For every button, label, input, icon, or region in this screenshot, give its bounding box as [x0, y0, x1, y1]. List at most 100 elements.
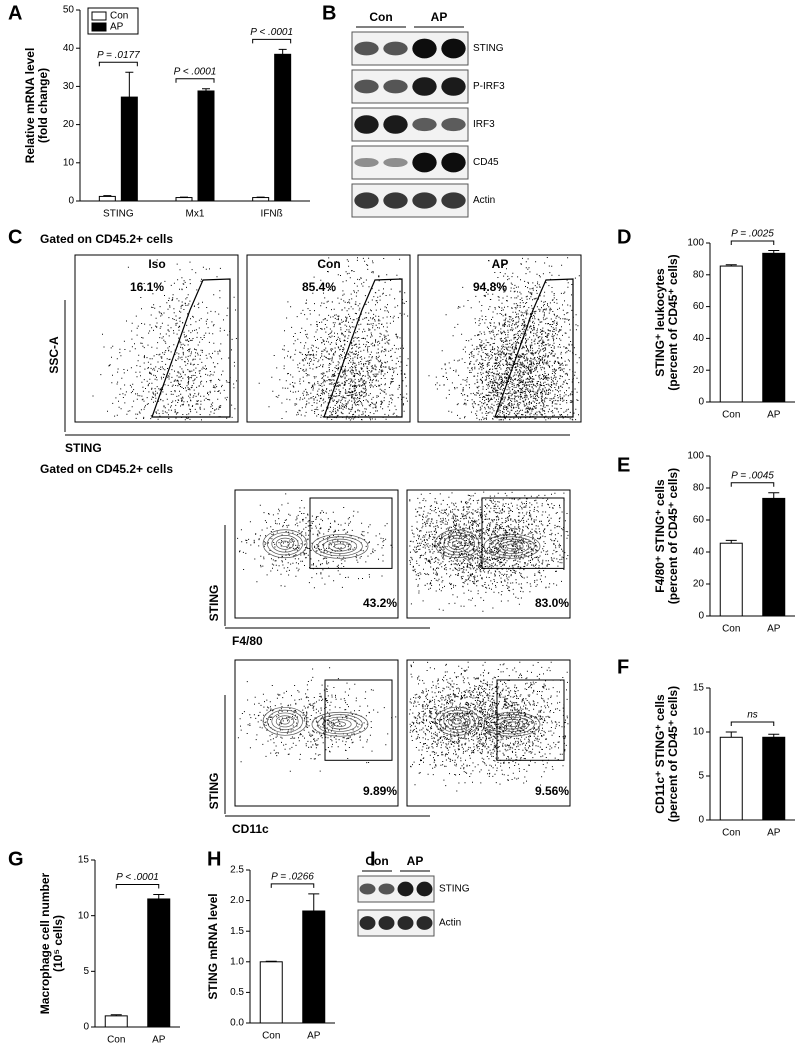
error-bar: [265, 960, 277, 962]
bar: [302, 910, 326, 1024]
error-bar: [103, 195, 112, 197]
error-bar: [110, 1014, 122, 1016]
y-tick-label: 10: [63, 157, 75, 168]
y-axis-label: Relative mRNA level: [23, 48, 37, 164]
blot-label: STING: [439, 884, 470, 895]
y-tick-label: 1.0: [230, 956, 244, 967]
legend-swatch: [91, 11, 107, 21]
blot-band: [441, 192, 466, 209]
sample-label: Con: [317, 257, 340, 271]
y-tick-label: 5: [698, 771, 704, 782]
y-tick-label: 0: [83, 1022, 89, 1033]
y-axis-label: (fold change): [36, 68, 50, 143]
bar: [98, 195, 116, 202]
contour: [262, 706, 308, 736]
blot-label: STING: [473, 43, 504, 54]
bar: [147, 898, 171, 1028]
bar: [719, 736, 743, 821]
y-axis-label: F4/80⁺ STING⁺ cells: [653, 479, 667, 593]
x-tick-label: Con: [107, 1035, 125, 1044]
blot-band: [383, 115, 408, 134]
blot-band: [441, 77, 466, 96]
blot-band: [383, 41, 408, 56]
axis-label: SSC-A: [47, 336, 61, 374]
blot-band: [354, 192, 379, 209]
p-value: P < .0001: [250, 27, 293, 38]
x-tick-label: Con: [722, 410, 740, 421]
error-bar: [308, 893, 320, 912]
y-tick-label: 0: [68, 196, 74, 207]
y-axis-label: (percent of CD45⁺ cells): [666, 254, 680, 390]
p-value: P < .0001: [174, 66, 217, 77]
blot-band: [359, 883, 376, 895]
contour: [311, 533, 369, 559]
contour: [322, 716, 358, 732]
bar: [719, 542, 743, 617]
event-dots: [409, 491, 569, 612]
event-dots: [237, 667, 397, 772]
event-dots: [92, 280, 237, 421]
error-bar: [768, 492, 780, 499]
panel-letter: D: [617, 226, 631, 248]
sample-label: Iso: [148, 257, 165, 271]
significance-bracket: [730, 482, 775, 487]
y-tick-label: 40: [693, 547, 705, 558]
gate: [496, 679, 565, 761]
axis-label: STING: [65, 441, 102, 455]
gate-title: Gated on CD45.2+ cells: [40, 462, 173, 476]
p-value: P = .0177: [97, 50, 140, 61]
error-bar: [278, 48, 287, 55]
y-tick-label: 20: [63, 119, 75, 130]
error-bar: [768, 733, 780, 738]
y-tick-label: 100: [687, 238, 704, 249]
error-bar: [725, 539, 737, 544]
significance-bracket: [730, 721, 775, 726]
blot-band: [397, 916, 414, 930]
contour: [262, 529, 308, 559]
blot-band: [441, 152, 466, 173]
y-tick-label: 50: [63, 5, 75, 16]
axis-label: F4/80: [232, 634, 263, 648]
significance-bracket: [270, 883, 315, 888]
x-tick-label: Con: [722, 828, 740, 839]
contour: [275, 537, 295, 550]
blot-group: Con: [369, 10, 392, 24]
contour: [267, 709, 303, 733]
error-bar: [725, 731, 737, 738]
significance-bracket: [115, 884, 160, 889]
blot-band: [412, 77, 437, 96]
panel-letter: G: [8, 848, 24, 870]
x-tick-label: STING: [103, 209, 134, 220]
legend-label: AP: [110, 22, 124, 33]
y-tick-label: 5: [83, 966, 89, 977]
y-tick-label: 0: [698, 815, 704, 826]
error-bar: [768, 249, 780, 254]
gate: [324, 679, 393, 761]
error-bar: [725, 264, 737, 267]
y-tick-label: 40: [693, 333, 705, 344]
blot-group: AP: [431, 10, 448, 24]
contour: [280, 540, 290, 547]
contour: [489, 714, 535, 735]
error-bar: [202, 88, 210, 91]
y-axis-label: CD11c⁺ STING⁺ cells: [653, 694, 667, 814]
contour: [494, 716, 530, 732]
contour: [439, 709, 475, 733]
contour: [483, 711, 541, 737]
blot-label: CD45: [473, 157, 499, 168]
legend-label: Con: [110, 11, 128, 22]
y-tick-label: 30: [63, 81, 75, 92]
y-tick-label: 80: [693, 269, 705, 280]
y-tick-label: 0: [698, 397, 704, 408]
blot-band: [397, 881, 414, 897]
gate-percent: 9.89%: [363, 784, 397, 798]
contour: [434, 706, 480, 736]
x-tick-label: IFNß: [261, 209, 283, 220]
gate-percent: 43.2%: [363, 596, 397, 610]
event-dots: [428, 282, 580, 421]
contour: [334, 543, 346, 550]
y-tick-label: 0.0: [230, 1018, 244, 1029]
bar: [259, 961, 283, 1024]
y-tick-label: 2.5: [230, 865, 244, 876]
gate-percent: 16.1%: [130, 280, 164, 294]
